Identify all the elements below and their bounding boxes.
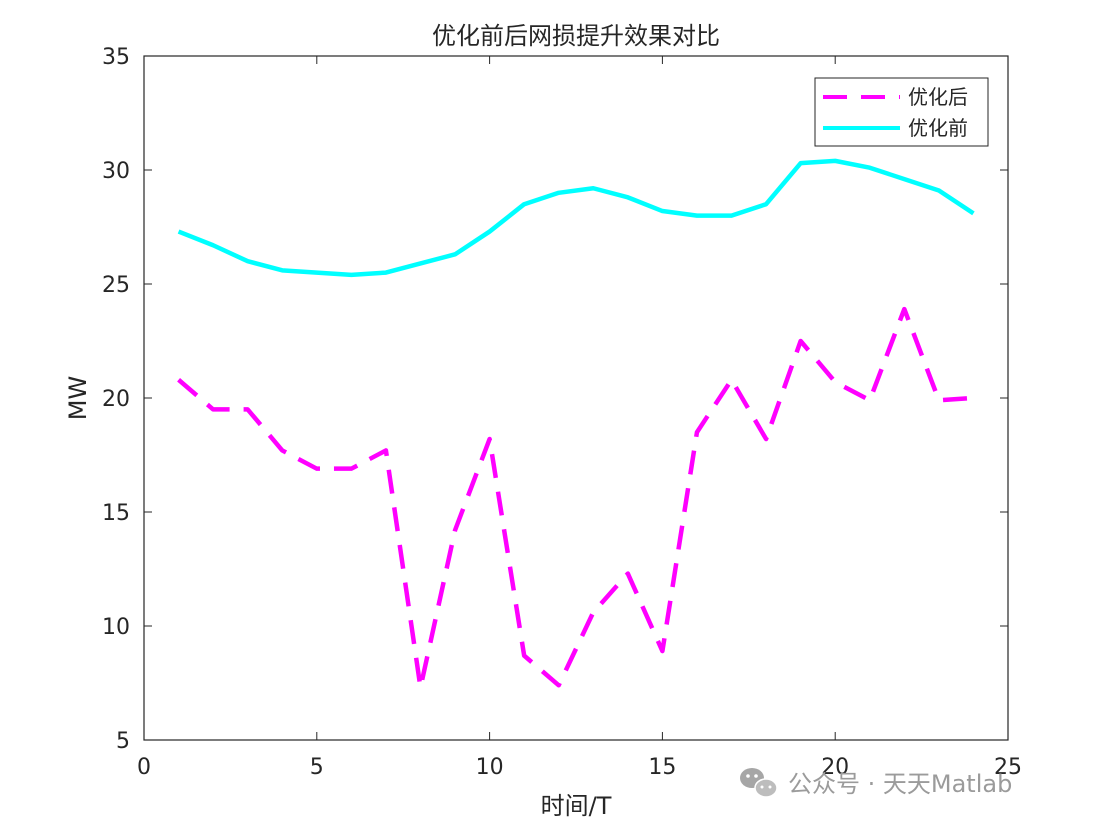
x-tick-label: 15	[648, 755, 676, 780]
chart-title: 优化前后网损提升效果对比	[432, 22, 720, 50]
x-axis-label: 时间/T	[541, 792, 612, 820]
y-axis: 5 10 15 20 25 30 35	[102, 45, 1008, 754]
y-tick-label: 20	[102, 387, 130, 412]
y-tick-label: 5	[116, 729, 130, 754]
y-tick-label: 15	[102, 501, 130, 526]
plot-area	[143, 55, 1009, 741]
legend: 优化后 优化前	[814, 77, 989, 147]
x-tick-label: 25	[994, 755, 1022, 780]
x-axis: 0 5 10 15 20 25	[137, 56, 1022, 780]
legend-box	[814, 77, 989, 147]
watermark-text: 公众号 · 天天Matlab	[788, 770, 1012, 798]
legend-label-before: 优化前	[908, 116, 968, 140]
series-line-before	[177, 158, 975, 278]
legend-label-after: 优化后	[908, 85, 968, 109]
series-line-after	[177, 306, 974, 690]
x-tick-label: 10	[476, 755, 504, 780]
x-tick-label: 5	[310, 755, 324, 780]
y-tick-label: 25	[102, 273, 130, 298]
x-tick-label: 20	[821, 755, 849, 780]
y-tick-label: 35	[102, 45, 130, 70]
wechat-icon	[740, 768, 778, 798]
y-tick-label: 10	[102, 615, 130, 640]
y-tick-label: 30	[102, 159, 130, 184]
watermark: 公众号 · 天天Matlab	[740, 768, 1012, 798]
y-axis-label: MW	[64, 376, 92, 420]
series-layer	[177, 158, 975, 690]
x-tick-label: 0	[137, 755, 151, 780]
